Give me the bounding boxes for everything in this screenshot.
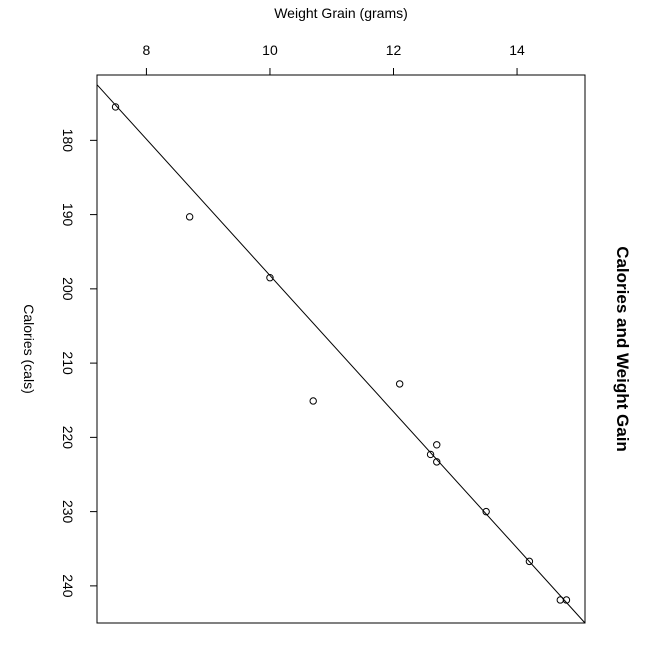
y-tick-label: 200 — [60, 277, 76, 301]
regression-line — [96, 84, 586, 624]
data-point — [433, 458, 441, 466]
y-axis: 180 190 200 210 220 230 240 — [60, 129, 97, 598]
x-axis: 8 10 12 14 — [143, 42, 525, 75]
plot-frame — [96, 74, 586, 624]
data-point — [309, 397, 317, 405]
chart-title: Calories and Weight Gain — [613, 246, 632, 452]
data-points — [111, 103, 571, 604]
data-point — [395, 380, 404, 388]
x-tick-label: 10 — [262, 42, 278, 58]
y-tick-label: 210 — [60, 351, 76, 375]
y-tick-label: 190 — [60, 203, 76, 227]
x-tick-label: 8 — [143, 42, 151, 58]
y-axis-title: Calories (cals) — [21, 304, 37, 393]
y-tick-label: 230 — [60, 500, 76, 524]
data-point — [482, 507, 490, 516]
data-point — [562, 596, 571, 604]
data-point — [433, 441, 441, 449]
data-point — [266, 274, 274, 282]
y-tick-label: 220 — [60, 426, 76, 450]
data-point — [111, 103, 120, 111]
y-tick-label: 240 — [60, 574, 76, 598]
y-tick-label: 180 — [60, 129, 76, 153]
data-point — [185, 213, 194, 221]
data-point — [426, 450, 435, 459]
x-tick-label: 12 — [386, 42, 402, 58]
data-point — [525, 557, 534, 566]
x-axis-title: Weight Grain (grams) — [274, 5, 408, 21]
x-tick-label: 14 — [509, 42, 525, 58]
data-point — [556, 596, 564, 604]
